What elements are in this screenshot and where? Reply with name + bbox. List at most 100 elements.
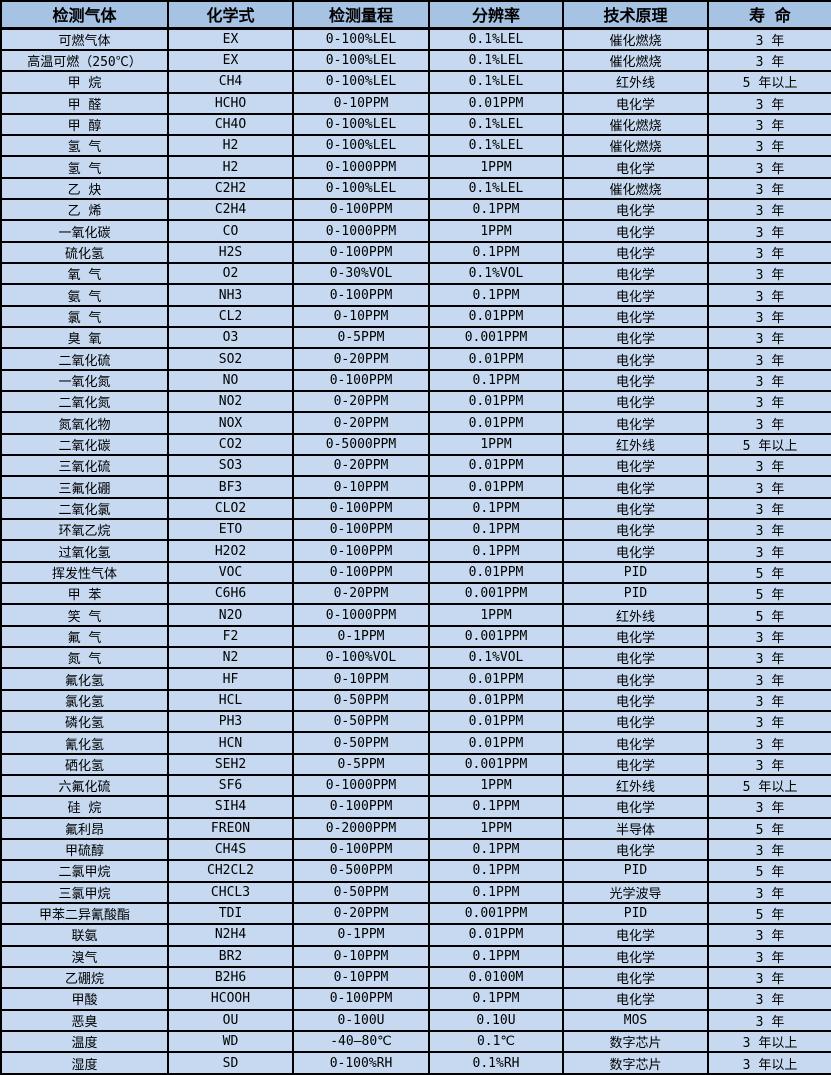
cell-resolution: 0.01PPM	[428, 710, 564, 734]
cell-resolution: 0.1%LEL	[428, 134, 564, 158]
cell-resolution: 0.01PPM	[428, 454, 564, 478]
cell-lifespan: 3 年	[707, 496, 831, 521]
cell-principle: 电化学	[562, 646, 709, 670]
cell-range: 0-10PPM	[292, 944, 430, 968]
cell-formula: B2H6	[167, 965, 294, 990]
cell-gas: 乙 炔	[0, 176, 169, 201]
cell-formula: SF6	[167, 773, 294, 798]
cell-gas: 氟化氢	[0, 667, 169, 691]
cell-lifespan: 3 年	[707, 454, 831, 478]
cell-formula: O3	[167, 326, 294, 350]
cell-lifespan: 3 年	[707, 518, 831, 542]
cell-lifespan: 3 年	[707, 283, 831, 307]
table-row: 氢 气 H2 0-1000PPM 1PPM 电化学 3 年	[0, 155, 831, 179]
table-row: 氨 气 NH3 0-100PPM 0.1PPM 电化学 3 年	[0, 283, 831, 307]
cell-formula: O2	[167, 262, 294, 286]
cell-range: 0-1PPM	[292, 624, 430, 649]
table-row: 甲 醇 CH4O 0-100%LEL 0.1%LEL 催化燃烧 3 年	[0, 112, 831, 137]
cell-gas: 氟利昂	[0, 816, 169, 840]
table-row: 氟 气 F2 0-1PPM 0.001PPM 电化学 3 年	[0, 624, 831, 649]
cell-gas: 甲 醇	[0, 112, 169, 137]
cell-principle: 电化学	[562, 624, 709, 649]
table-row: 二氧化氯 CLO2 0-100PPM 0.1PPM 电化学 3 年	[0, 496, 831, 521]
table-row: 乙硼烷 B2H6 0-10PPM 0.0100M 电化学 3 年	[0, 965, 831, 990]
table-row: 挥发性气体 VOC 0-100PPM 0.01PPM PID 5 年	[0, 560, 831, 585]
cell-principle: 电化学	[562, 326, 709, 350]
cell-principle: 电化学	[562, 240, 709, 265]
cell-formula: N2O	[167, 603, 294, 627]
cell-principle: 红外线	[562, 432, 709, 457]
cell-range: 0-20PPM	[292, 411, 430, 435]
cell-range: 0-5PPM	[292, 752, 430, 777]
cell-gas: 三氯甲烷	[0, 880, 169, 904]
cell-principle: 数字芯片	[562, 1051, 709, 1075]
table-row: 磷化氢 PH3 0-50PPM 0.01PPM 电化学 3 年	[0, 710, 831, 734]
cell-resolution: 0.1PPM	[428, 859, 564, 883]
cell-principle: 催化燃烧	[562, 176, 709, 201]
cell-resolution: 0.01PPM	[428, 347, 564, 371]
cell-formula: BR2	[167, 944, 294, 968]
cell-principle: PID	[562, 560, 709, 585]
cell-resolution: 0.10U	[428, 1008, 564, 1032]
cell-resolution: 0.1%LEL	[428, 176, 564, 201]
cell-principle: 电化学	[562, 923, 709, 947]
cell-principle: 电化学	[562, 688, 709, 713]
cell-formula: CH4S	[167, 837, 294, 862]
cell-resolution: 0.01PPM	[428, 688, 564, 713]
cell-formula: HCN	[167, 731, 294, 755]
cell-range: 0-50PPM	[292, 880, 430, 904]
cell-range: 0-100%LEL	[292, 112, 430, 137]
cell-range: 0-10PPM	[292, 304, 430, 329]
cell-lifespan: 3 年	[707, 27, 831, 51]
cell-formula: VOC	[167, 560, 294, 585]
cell-range: 0-10PPM	[292, 667, 430, 691]
cell-principle: 催化燃烧	[562, 48, 709, 73]
cell-principle: 电化学	[562, 987, 709, 1011]
cell-gas: 温度	[0, 1029, 169, 1054]
cell-resolution: 0.01PPM	[428, 390, 564, 414]
cell-lifespan: 3 年	[707, 240, 831, 265]
cell-range: 0-20PPM	[292, 347, 430, 371]
cell-resolution: 0.01PPM	[428, 560, 564, 585]
cell-gas: 六氟化硫	[0, 773, 169, 798]
cell-gas: 硅 烷	[0, 795, 169, 819]
cell-lifespan: 3 年	[707, 91, 831, 115]
cell-range: -40—80℃	[292, 1029, 430, 1054]
cell-resolution: 0.1PPM	[428, 496, 564, 521]
cell-resolution: 0.1PPM	[428, 944, 564, 968]
cell-principle: 红外线	[562, 773, 709, 798]
cell-lifespan: 5 年	[707, 859, 831, 883]
cell-range: 0-100PPM	[292, 837, 430, 862]
table-row: 一氧化碳 CO 0-1000PPM 1PPM 电化学 3 年	[0, 219, 831, 243]
table-row: 温度 WD -40—80℃ 0.1℃ 数字芯片 3 年以上	[0, 1029, 831, 1054]
cell-resolution: 0.1℃	[428, 1029, 564, 1054]
cell-gas: 甲 苯	[0, 582, 169, 606]
cell-resolution: 0.1PPM	[428, 240, 564, 265]
table-header: 检测气体 化学式 检测量程 分辨率 技术原理 寿 命	[0, 0, 831, 30]
cell-formula: WD	[167, 1029, 294, 1054]
cell-gas: 甲 醛	[0, 91, 169, 115]
table-row: 溴气 BR2 0-10PPM 0.1PPM 电化学 3 年	[0, 944, 831, 968]
cell-resolution: 1PPM	[428, 155, 564, 179]
column-header-formula: 化学式	[167, 0, 294, 30]
cell-resolution: 0.1%RH	[428, 1051, 564, 1075]
cell-resolution: 0.1PPM	[428, 880, 564, 904]
cell-resolution: 0.0100M	[428, 965, 564, 990]
cell-range: 0-500PPM	[292, 859, 430, 883]
cell-principle: 电化学	[562, 91, 709, 115]
cell-resolution: 0.01PPM	[428, 411, 564, 435]
cell-lifespan: 3 年	[707, 731, 831, 755]
table-row: 湿度 SD 0-100%RH 0.1%RH 数字芯片 3 年以上	[0, 1051, 831, 1075]
cell-formula: HCOOH	[167, 987, 294, 1011]
cell-range: 0-1000PPM	[292, 773, 430, 798]
cell-principle: 红外线	[562, 70, 709, 94]
table-row: 硫化氢 H2S 0-100PPM 0.1PPM 电化学 3 年	[0, 240, 831, 265]
cell-formula: SO3	[167, 454, 294, 478]
cell-resolution: 1PPM	[428, 603, 564, 627]
cell-resolution: 0.1%LEL	[428, 112, 564, 137]
cell-principle: 电化学	[562, 965, 709, 990]
cell-formula: CLO2	[167, 496, 294, 521]
cell-lifespan: 5 年	[707, 603, 831, 627]
cell-lifespan: 3 年	[707, 667, 831, 691]
